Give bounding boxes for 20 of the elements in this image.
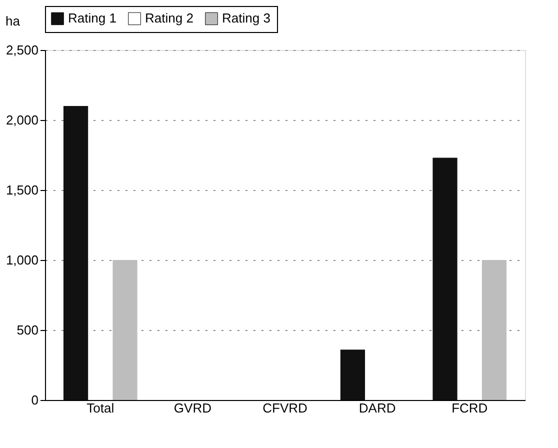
bar <box>482 260 507 400</box>
x-tick-label: FCRD <box>452 400 488 416</box>
legend-label: Rating 2 <box>145 10 194 26</box>
bar <box>112 260 138 400</box>
x-tick-label: CFVRD <box>262 400 308 416</box>
y-tick-label: 1,000 <box>6 252 38 268</box>
y-tick-label: 2,000 <box>6 112 38 128</box>
x-tick-label: GVRD <box>174 400 212 416</box>
x-tick-label: DARD <box>358 400 396 416</box>
legend-label: Rating 3 <box>222 10 270 26</box>
bar <box>63 106 88 400</box>
y-tick-label: 0 <box>31 392 38 408</box>
y-tick-label: 500 <box>16 322 38 338</box>
legend-label: Rating 1 <box>68 10 116 26</box>
bar <box>432 158 458 400</box>
y-tick-label: 1,500 <box>6 182 38 198</box>
y-tick-label: 2,500 <box>6 42 38 58</box>
bar <box>340 350 365 400</box>
x-tick-label: Total <box>86 400 114 416</box>
y-axis-title: ha <box>6 14 21 28</box>
